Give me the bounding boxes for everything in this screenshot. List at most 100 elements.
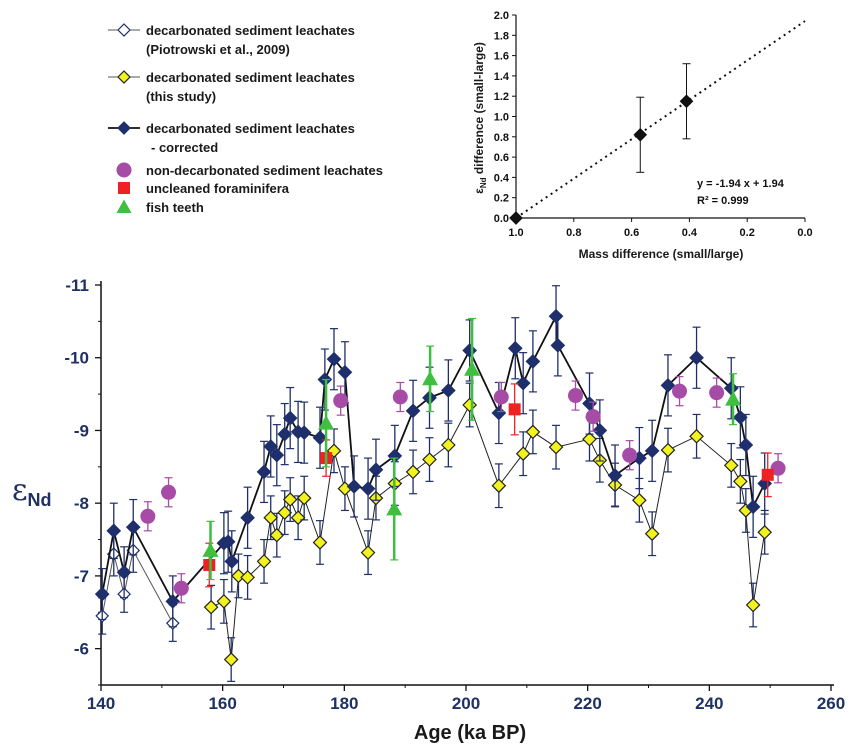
main-y-tick-label: -11 <box>65 276 89 295</box>
purple-circle-marker <box>493 389 509 405</box>
main-x-tick-label: 240 <box>695 694 723 713</box>
yellow-diamond-marker <box>723 458 739 473</box>
navy-diamond-marker <box>240 510 255 526</box>
main-y-tick-label: -6 <box>74 640 89 659</box>
legend-item-this-study: decarbonated sediment leachates (this stu… <box>108 70 355 104</box>
inset-y-axis-title: εNd difference (small-large) <box>472 42 488 194</box>
yellow-diamond-marker <box>263 510 279 526</box>
purple-circle-marker <box>173 580 189 596</box>
series-open-diamond <box>95 528 180 642</box>
navy-diamond-marker <box>507 340 523 356</box>
inset-equation: y = -1.94 x + 1.94 <box>697 178 785 190</box>
main-x-tick-label: 140 <box>87 694 115 713</box>
navy-diamond-marker <box>326 351 342 367</box>
series-navy-diamond <box>94 285 773 628</box>
yellow-diamond-marker <box>515 446 531 462</box>
legend-label: (this study) <box>146 89 216 104</box>
navy-diamond-marker <box>368 462 384 478</box>
legend-item-corrected: decarbonated sediment leachates - correct… <box>108 121 355 155</box>
yellow-diamond-marker <box>269 527 285 543</box>
inset-x-axis-title: Mass difference (small/large) <box>579 247 744 261</box>
navy-diamond-marker <box>607 468 623 483</box>
navy-diamond-marker <box>116 564 132 580</box>
green-triangle-marker <box>725 391 742 406</box>
purple-circle-marker <box>585 409 601 425</box>
inset-y-tick-label: 0.4 <box>494 172 510 184</box>
legend-label: decarbonated sediment leachates <box>146 23 355 38</box>
inset-y-tick-label: 0.8 <box>494 132 509 144</box>
yellow-diamond-marker <box>296 490 312 506</box>
legend-purple-circle-icon <box>116 162 132 178</box>
legend-open-diamond-icon <box>117 23 131 37</box>
navy-diamond-marker <box>277 426 293 442</box>
navy-diamond-marker <box>525 354 541 369</box>
yellow-diamond-marker <box>290 510 306 526</box>
navy-diamond-marker <box>296 425 312 440</box>
yellow-diamond-marker <box>216 594 232 609</box>
yellow-diamond-marker <box>757 524 773 540</box>
purple-circle-marker <box>709 385 725 401</box>
main-y-tick-label: -9 <box>74 421 89 440</box>
yellow-diamond-marker <box>525 424 541 440</box>
yellow-diamond-marker <box>644 526 660 542</box>
legend-item-non-decarb: non-decarbonated sediment leachates <box>116 162 383 178</box>
legend-label: fish teeth <box>146 200 204 215</box>
navy-diamond-marker <box>263 439 279 454</box>
yellow-diamond-marker <box>632 492 647 508</box>
navy-diamond-marker <box>337 364 353 380</box>
main-y-tick-label: -8 <box>74 494 89 513</box>
main-x-tick-label: 220 <box>573 694 601 713</box>
navy-diamond-marker <box>548 308 564 324</box>
purple-circle-marker <box>161 484 177 500</box>
green-triangle-marker <box>464 361 481 376</box>
main-y-tick-label: -7 <box>74 567 89 586</box>
inset-y-tick-label: 2.0 <box>494 10 509 22</box>
inset-x-tick-label: 0.4 <box>682 227 698 239</box>
main-series <box>94 285 786 682</box>
svg-text:εNd: εNd <box>12 473 52 510</box>
yellow-diamond-marker <box>203 599 219 615</box>
navy-diamond-marker <box>165 594 181 609</box>
green-triangle-marker <box>422 370 439 386</box>
inset-x-tick-label: 0.0 <box>797 227 812 239</box>
purple-circle-marker <box>770 460 786 476</box>
legend: decarbonated sediment leachates (Piotrows… <box>108 23 383 215</box>
navy-diamond-marker <box>582 396 597 411</box>
legend-item-fish: fish teeth <box>116 199 204 215</box>
navy-diamond-marker <box>644 443 660 459</box>
main-x-axis-title: Age (ka BP) <box>414 722 526 744</box>
inset-diamond-marker <box>679 94 694 109</box>
inset-y-tick-label: 1.0 <box>494 112 509 124</box>
legend-label: decarbonated sediment leachates <box>146 70 355 85</box>
legend-label: non-decarbonated sediment leachates <box>146 163 383 178</box>
navy-diamond-marker <box>689 350 704 366</box>
series-line <box>101 549 174 624</box>
main-x-tick-label: 200 <box>452 694 480 713</box>
main-x-tick-label: 160 <box>208 694 236 713</box>
yellow-diamond-marker <box>256 554 272 569</box>
yellow-diamond-marker <box>405 464 421 480</box>
inset-y-tick-label: 0.2 <box>494 193 509 205</box>
legend-yellow-diamond-icon <box>117 70 131 84</box>
main-x-tick-label: 180 <box>330 694 358 713</box>
yellow-diamond-marker <box>312 535 328 550</box>
yellow-diamond-marker <box>441 437 456 453</box>
purple-circle-marker <box>333 393 349 409</box>
navy-diamond-marker <box>491 405 507 421</box>
yellow-diamond-marker <box>231 568 246 584</box>
navy-diamond-marker <box>346 479 362 494</box>
yellow-diamond-marker <box>548 439 564 455</box>
navy-diamond-marker <box>125 519 141 535</box>
inset-axes: 0.0 0.2 0.4 0.6 0.8 1.0 1.2 1.4 1.6 1.8 2.0 1.0 0.8 0… <box>494 10 813 239</box>
navy-diamond-marker <box>441 383 456 398</box>
navy-diamond-marker <box>360 481 376 496</box>
inset-x-tick-label: 0.2 <box>740 227 755 239</box>
series-line <box>101 312 766 603</box>
main-y-axis-title: εNd <box>12 473 52 510</box>
purple-circle-marker <box>672 383 688 399</box>
main-x-tick-label: 260 <box>817 694 845 713</box>
inset-x-tick-label: 0.8 <box>566 227 581 239</box>
inset-r2: R² = 0.999 <box>697 195 749 207</box>
green-triangle-marker <box>318 415 335 430</box>
